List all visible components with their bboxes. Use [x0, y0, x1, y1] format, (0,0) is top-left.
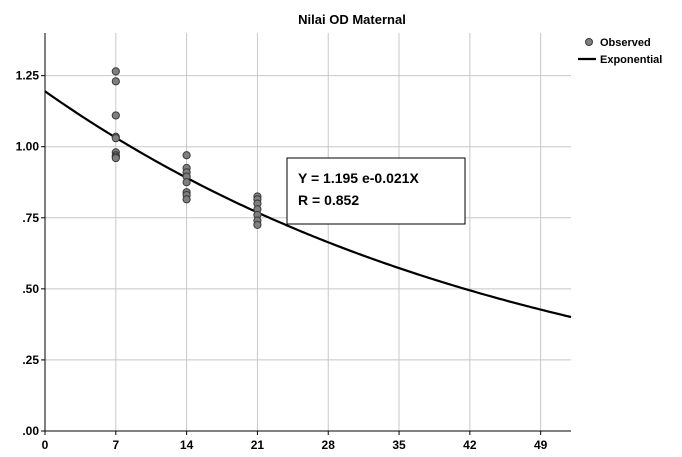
legend: Observed Exponential: [578, 37, 662, 66]
x-tick-label: 35: [392, 438, 406, 452]
x-tick-label: 0: [42, 438, 49, 452]
x-tick-label: 7: [112, 438, 119, 452]
y-tick-label: 1.25: [16, 69, 40, 83]
y-tick-label: .75: [22, 211, 39, 225]
exponential-curve: [44, 90, 572, 319]
equation-box-frame: [286, 157, 466, 225]
plot-frame: [44, 33, 571, 432]
chart-title: Nilai OD Maternal: [298, 12, 406, 27]
observed-point: [111, 77, 120, 86]
y-axis-ticks: .00 .25 .50 .75 1.00 1.25: [16, 69, 45, 438]
y-tick-label: .50: [22, 282, 39, 296]
y-tick-label: 1.00: [16, 140, 40, 154]
x-tick-label: 21: [251, 438, 265, 452]
curve-layer: [44, 90, 572, 319]
y-tick-label: .00: [22, 424, 39, 438]
equation-box: Y = 1.195 e-0.021X R = 0.852: [286, 157, 466, 225]
observed-point: [253, 220, 262, 229]
observed-point: [111, 134, 120, 143]
r-value-text: R = 0.852: [298, 192, 359, 208]
observed-point: [182, 178, 191, 187]
legend-exponential-label: Exponential: [600, 54, 662, 66]
x-tick-label: 42: [463, 438, 477, 452]
observed-point: [111, 67, 120, 76]
observed-point: [182, 195, 191, 204]
observed-point: [182, 151, 191, 160]
observed-point: [111, 111, 120, 120]
grid-layer: [45, 33, 571, 431]
x-axis-ticks: 0 7 14 21 28 35 42 49: [42, 431, 548, 452]
point-layer: [111, 67, 262, 229]
observed-point: [111, 153, 120, 163]
x-tick-label: 28: [322, 438, 336, 452]
equation-text: Y = 1.195 e-0.021X: [298, 170, 419, 186]
x-tick-label: 49: [534, 438, 548, 452]
y-tick-label: .25: [22, 353, 39, 367]
legend-observed-label: Observed: [600, 37, 651, 49]
legend-observed-marker: [585, 38, 593, 46]
x-tick-label: 14: [180, 438, 194, 452]
